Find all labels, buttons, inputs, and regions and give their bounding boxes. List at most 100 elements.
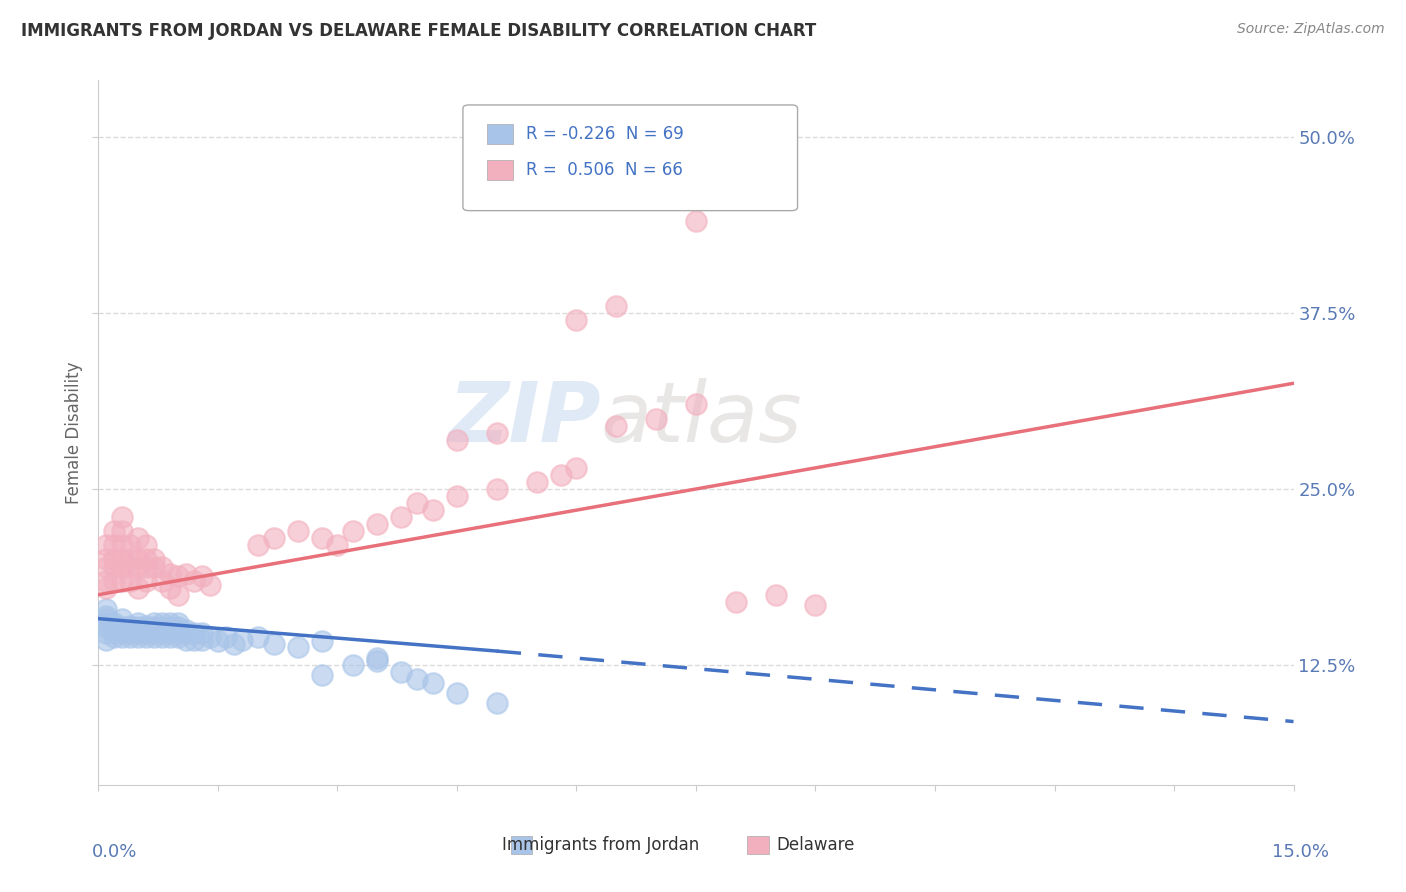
Point (127, 620, 149, 634)
Text: Delaware: Delaware (776, 836, 855, 854)
Point (135, 538, 157, 552)
Point (246, 630, 269, 644)
Point (127, 552, 149, 566)
Point (135, 559, 157, 574)
Text: R =  0.506  N = 66: R = 0.506 N = 66 (526, 161, 683, 179)
Point (96, 574, 118, 588)
Point (150, 615, 173, 630)
Point (143, 552, 166, 566)
Text: Immigrants from Jordan: Immigrants from Jordan (502, 836, 699, 854)
Point (103, 630, 125, 644)
Text: atlas: atlas (600, 378, 801, 459)
Point (645, 411, 668, 425)
Point (150, 630, 173, 644)
Text: 15.0%: 15.0% (1271, 843, 1329, 861)
Point (446, 433, 468, 447)
Point (485, 425, 508, 440)
Point (135, 623, 157, 637)
Point (135, 574, 157, 588)
Point (96, 632, 118, 647)
Point (120, 623, 142, 637)
Point (422, 503, 444, 517)
Point (183, 625, 205, 640)
Point (143, 625, 166, 640)
Point (150, 620, 173, 634)
Point (127, 615, 149, 630)
Point (111, 559, 134, 574)
Point (111, 552, 134, 566)
Point (103, 574, 125, 588)
Point (183, 574, 205, 588)
Point (150, 625, 173, 640)
Point (103, 538, 125, 552)
Point (422, 676, 444, 690)
Point (103, 524, 125, 539)
Point (159, 566, 181, 581)
Point (446, 489, 468, 503)
Point (231, 632, 253, 647)
Point (366, 651, 388, 665)
Point (127, 625, 149, 640)
Point (120, 618, 142, 632)
Point (724, 595, 747, 609)
Point (287, 524, 309, 539)
Point (111, 510, 134, 524)
Point (103, 623, 125, 637)
Point (605, 299, 627, 313)
Point (103, 615, 125, 630)
Point (143, 620, 166, 634)
Point (526, 475, 548, 489)
Point (167, 569, 190, 583)
Point (111, 612, 134, 626)
Text: 0.0%: 0.0% (91, 843, 136, 861)
Point (198, 630, 221, 644)
Point (215, 630, 238, 644)
Point (111, 538, 134, 552)
Point (103, 559, 125, 574)
Point (135, 552, 157, 566)
Point (342, 524, 364, 539)
Point (565, 460, 588, 475)
Point (143, 559, 166, 574)
Point (103, 552, 125, 566)
Point (127, 559, 149, 574)
Point (685, 214, 707, 228)
Point (96, 625, 118, 640)
Point (174, 625, 197, 640)
Point (120, 630, 142, 644)
Text: Source: ZipAtlas.com: Source: ZipAtlas.com (1237, 22, 1385, 37)
Point (120, 625, 142, 640)
Point (167, 625, 190, 640)
Point (174, 623, 197, 637)
Point (120, 574, 142, 588)
Point (167, 615, 190, 630)
Point (96, 601, 118, 615)
Point (167, 588, 190, 602)
Point (120, 559, 142, 574)
Point (143, 630, 166, 644)
Point (191, 632, 214, 647)
Point (263, 637, 285, 651)
Point (159, 615, 181, 630)
Point (174, 566, 197, 581)
Point (485, 696, 508, 710)
Point (174, 632, 197, 647)
Point (143, 615, 166, 630)
Point (605, 418, 627, 433)
Point (111, 524, 134, 539)
Point (685, 397, 707, 411)
Point (167, 630, 190, 644)
FancyBboxPatch shape (463, 105, 797, 211)
Point (150, 559, 173, 574)
Point (804, 598, 827, 612)
Point (96, 608, 118, 623)
Point (565, 313, 588, 327)
Point (263, 532, 285, 546)
Point (96, 581, 118, 595)
Text: ZIP: ZIP (447, 378, 600, 459)
Point (96, 559, 118, 574)
Point (311, 532, 333, 546)
Point (120, 552, 142, 566)
Point (111, 574, 134, 588)
Point (135, 618, 157, 632)
